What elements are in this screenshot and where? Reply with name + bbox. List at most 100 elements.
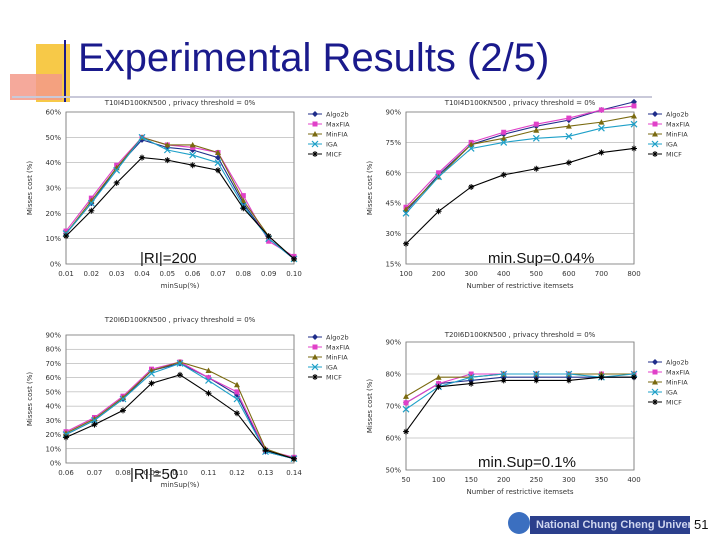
series-line — [65, 136, 295, 260]
legend-label: MaxFIA — [326, 121, 350, 129]
x-axis-label: Number of restrictive itemsets — [467, 282, 574, 290]
y-tick-label: 60% — [385, 435, 401, 443]
data-point — [120, 407, 126, 414]
x-tick-label: 50 — [402, 476, 411, 484]
y-tick-label: 70% — [385, 403, 401, 411]
x-tick-label: 400 — [497, 270, 510, 278]
data-point — [403, 393, 409, 399]
chart-bottom-left: T20I6D100KN500 , privacy threshold = 0% 0… — [26, 316, 350, 489]
x-tick-label: 0.13 — [258, 469, 274, 477]
legend-label: MinFIA — [666, 379, 688, 387]
data-point — [234, 381, 240, 388]
legend-label: MinFIA — [326, 131, 348, 139]
series-micf — [403, 374, 637, 435]
data-point — [206, 375, 211, 381]
x-tick-label: 0.10 — [172, 469, 188, 477]
data-point — [205, 377, 212, 384]
y-tick-label: 70% — [45, 360, 61, 368]
data-point — [500, 171, 507, 178]
data-point — [402, 209, 410, 217]
data-point — [533, 121, 539, 127]
legend-marker — [652, 359, 658, 365]
title-underline — [12, 96, 652, 98]
data-point — [565, 123, 572, 129]
y-tick-label: 30% — [45, 417, 61, 425]
data-point — [164, 141, 171, 148]
x-tick-label: 0.12 — [229, 469, 245, 477]
data-point — [566, 115, 572, 121]
y-tick-label: 20% — [45, 210, 61, 218]
data-point — [113, 179, 120, 186]
data-point — [176, 360, 184, 367]
data-point — [164, 157, 171, 164]
y-tick-label: 80% — [385, 371, 401, 379]
x-tick-label: 0.02 — [84, 270, 100, 278]
series-line — [65, 139, 295, 260]
data-point — [87, 199, 95, 207]
data-point — [630, 370, 638, 378]
legend-marker — [312, 334, 318, 340]
data-point — [630, 120, 638, 128]
data-point — [565, 132, 573, 140]
legend-label: IGA — [326, 364, 338, 372]
legend-item: IGA — [648, 389, 678, 397]
y-tick-label: 50% — [45, 134, 61, 142]
legend-marker — [652, 121, 658, 127]
legend-label: IGA — [666, 141, 678, 149]
legend-label: MICF — [326, 374, 342, 382]
x-tick-label: 0.08 — [115, 469, 131, 477]
legend-item: MaxFIA — [648, 121, 690, 129]
series-micf — [63, 154, 297, 262]
legend-item: MinFIA — [308, 354, 348, 362]
x-tick-label: 0.14 — [286, 469, 302, 477]
data-point — [565, 159, 572, 166]
chart-top-left: T10I4D100KN500 , privacy threshold = 0% 0… — [26, 99, 350, 290]
legend-item: Algo2b — [308, 334, 349, 342]
y-tick-label: 40% — [45, 403, 61, 411]
x-axis-label: Number of restrictive itemsets — [467, 488, 574, 496]
x-tick-label: 200 — [497, 476, 510, 484]
university-logo — [508, 512, 530, 534]
y-tick-label: 0% — [50, 261, 61, 269]
data-point — [532, 370, 540, 378]
annotation-minsup-01: min.Sup=0.1% — [478, 454, 576, 471]
data-point — [435, 383, 442, 390]
y-tick-label: 30% — [385, 230, 401, 238]
legend-marker — [652, 399, 658, 405]
y-tick-label: 0% — [50, 460, 61, 468]
legend-marker — [652, 111, 658, 117]
x-tick-label: 600 — [562, 270, 575, 278]
title-accent-line — [64, 40, 66, 102]
data-point — [631, 145, 637, 152]
data-point — [240, 205, 247, 212]
series-algo2b — [403, 98, 637, 215]
y-tick-label: 20% — [45, 431, 61, 439]
x-tick-label: 500 — [530, 270, 543, 278]
data-point — [120, 394, 126, 401]
x-tick-label: 350 — [595, 476, 608, 484]
data-point — [598, 124, 605, 132]
legend-marker — [652, 151, 658, 157]
legend-item: MaxFIA — [648, 369, 690, 377]
data-point — [63, 434, 69, 441]
data-point — [240, 197, 247, 204]
data-point — [501, 129, 507, 135]
x-axis-label: minSup(%) — [161, 481, 200, 489]
x-tick-label: 0.09 — [261, 270, 277, 278]
legend-item: MICF — [648, 151, 682, 159]
legend-label: IGA — [326, 141, 338, 149]
data-point — [148, 369, 155, 377]
data-point — [138, 133, 146, 141]
legend-item: IGA — [648, 141, 678, 149]
y-tick-label: 50% — [385, 467, 401, 475]
x-tick-label: 0.03 — [109, 270, 125, 278]
legend-marker — [652, 369, 658, 375]
data-point — [533, 165, 540, 172]
series-line — [405, 373, 635, 410]
data-point — [631, 113, 637, 119]
series-line — [405, 105, 635, 208]
data-point — [163, 146, 171, 154]
title-accent-red — [10, 74, 62, 100]
data-point — [205, 367, 212, 374]
data-point — [500, 135, 507, 141]
